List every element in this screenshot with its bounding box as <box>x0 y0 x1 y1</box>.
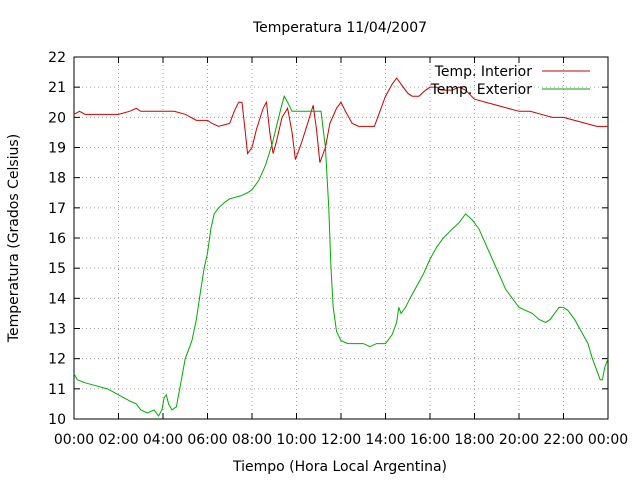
y-tick-label: 18 <box>48 171 66 187</box>
x-tick-label: 22:00 <box>543 432 583 448</box>
plot-border <box>73 56 609 420</box>
x-tick-label: 00:00 <box>54 432 94 448</box>
x-tick-label: 16:00 <box>410 432 450 448</box>
x-tick-label: 12:00 <box>321 432 361 448</box>
grid-lines <box>74 57 608 419</box>
x-tick-label: 04:00 <box>143 432 183 448</box>
x-tick-label: 20:00 <box>499 432 539 448</box>
y-tick-label: 12 <box>48 352 66 368</box>
series-line-temp-exterior <box>73 94 609 417</box>
y-tick-label: 16 <box>48 231 66 247</box>
x-tick-label: 06:00 <box>187 432 227 448</box>
y-tick-label: 15 <box>48 261 66 277</box>
x-tick-label: 10:00 <box>276 432 316 448</box>
y-tick-label: 13 <box>48 322 66 338</box>
x-tick-label: 08:00 <box>232 432 272 448</box>
x-tick-label: 18:00 <box>454 432 494 448</box>
y-tick-label: 19 <box>48 141 66 157</box>
y-tick-label: 17 <box>48 201 66 217</box>
y-tick-label: 14 <box>48 291 66 307</box>
legend: Temp. Interior Temp. Exterior <box>430 64 590 98</box>
x-axis-label: Tiempo (Hora Local Argentina) <box>232 459 447 475</box>
y-tick-label: 11 <box>48 382 66 398</box>
y-axis-label: Temperatura (Grados Celsius) <box>6 134 22 343</box>
series-line-temp-interior <box>73 77 608 163</box>
y-tick-label: 21 <box>48 80 66 96</box>
legend-label-temp-exterior: Temp. Exterior <box>430 82 533 98</box>
x-tick-label: 14:00 <box>365 432 405 448</box>
y-tick-label: 10 <box>48 412 66 428</box>
x-tick-label: 02:00 <box>98 432 138 448</box>
series-lines <box>73 77 609 417</box>
y-tick-label: 22 <box>48 50 66 66</box>
y-tick-label: 20 <box>48 110 66 126</box>
legend-label-temp-interior: Temp. Interior <box>434 64 533 80</box>
x-tick-label: 00:00 <box>588 432 628 448</box>
chart-title: Temperatura 11/04/2007 <box>252 20 427 36</box>
